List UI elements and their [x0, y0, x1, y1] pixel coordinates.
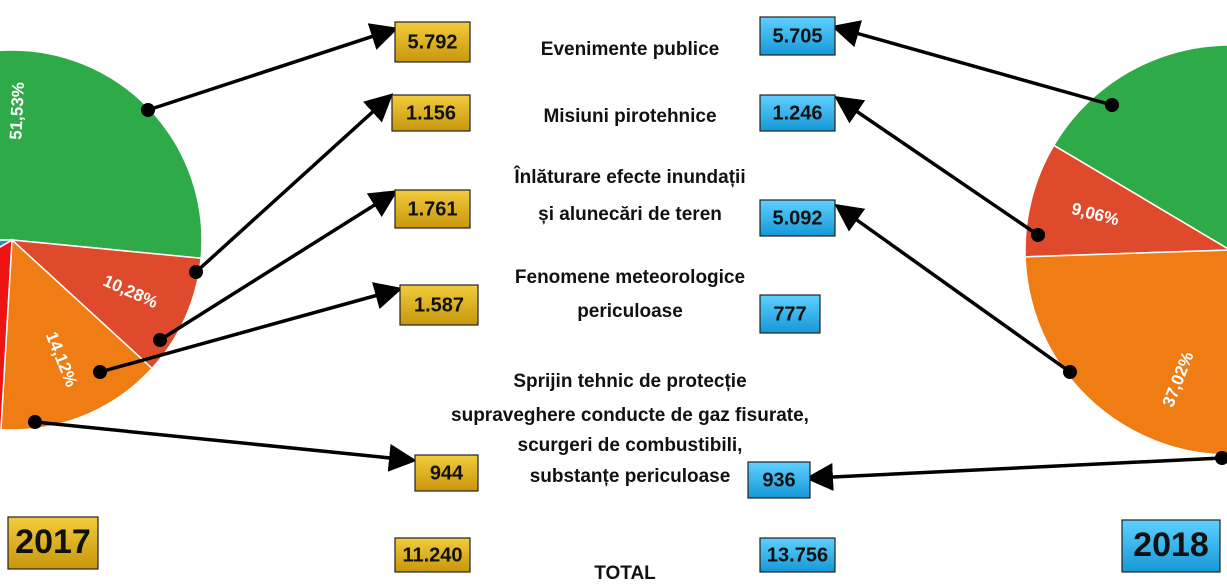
category-label: periculoase: [577, 301, 683, 322]
count-label: 936: [762, 469, 795, 491]
category-label: scurgeri de combustibili,: [518, 435, 743, 456]
count-label: 944: [430, 462, 464, 484]
year-label: 2017: [15, 523, 91, 561]
pie-slice: [1052, 44, 1227, 250]
category-label: Misiuni pirotehnice: [543, 106, 716, 127]
pie-slice: [9, 239, 202, 370]
count-label-box: [399, 284, 479, 326]
category-label: Fenomene meteorologice: [515, 267, 745, 288]
category-label: și alunecări de teren: [538, 204, 722, 225]
pie-slice: [0, 239, 15, 248]
pie-slice: [0, 49, 203, 260]
count-label: 1.246: [772, 102, 822, 124]
category-label: Sprijin tehnic de protecție: [513, 371, 746, 392]
count-label: 5.705: [772, 25, 822, 47]
category-label: Evenimente publice: [541, 39, 719, 60]
count-label-box: [759, 199, 836, 237]
pie-slice: [1024, 144, 1227, 258]
total-label: 11.240: [402, 544, 462, 566]
count-label-box: [759, 94, 836, 132]
pie-slice: [0, 238, 13, 431]
count-label-box: [391, 94, 471, 132]
count-label-box: [759, 16, 836, 56]
count-label-box: [759, 294, 821, 334]
count-label: 777: [773, 303, 806, 325]
count-label: 1.156: [406, 102, 456, 124]
total-label: 13.756: [767, 544, 828, 566]
count-label-box: [394, 189, 471, 229]
total-label-box: [759, 537, 836, 573]
pie-slice: [0, 238, 154, 431]
count-label-box: [747, 461, 811, 499]
count-label: 5.092: [772, 207, 822, 229]
pie-slice: [1024, 249, 1227, 456]
count-label-box: [394, 21, 471, 63]
count-label: 5.792: [407, 31, 457, 53]
count-label-box: [414, 454, 479, 492]
category-label: supraveghere conducte de gaz fisurate,: [451, 405, 809, 426]
count-label: 1.587: [414, 294, 464, 316]
year-label-box: [1121, 519, 1221, 573]
category-label: substanțe periculoase: [530, 466, 731, 487]
count-label: 1.761: [407, 198, 457, 220]
arrows: [28, 20, 1227, 491]
category-label: Înlăturare efecte inundații: [513, 166, 745, 188]
total-label-box: [394, 537, 471, 573]
slice-label: 51,53%: [6, 82, 28, 141]
year-label-box: [7, 516, 99, 570]
total-text: TOTAL: [594, 563, 656, 584]
year-label: 2018: [1133, 526, 1209, 564]
